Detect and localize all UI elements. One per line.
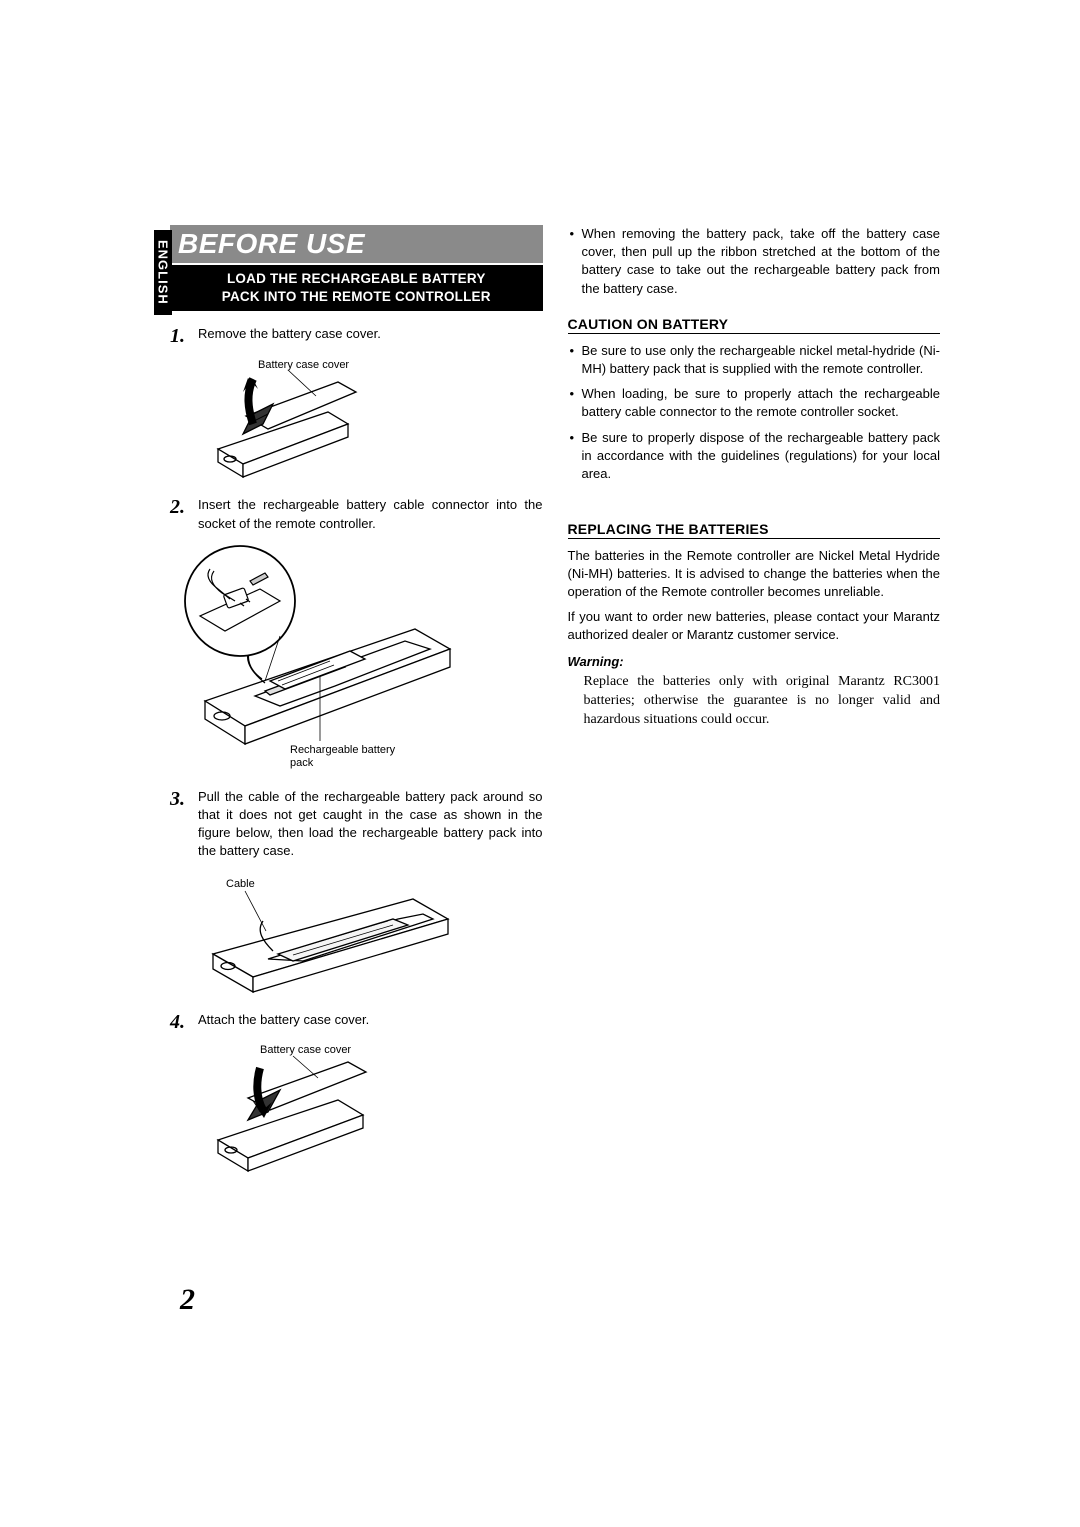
step-2: 2. Insert the rechargeable battery cable… — [170, 496, 543, 532]
figure-1: Battery case cover — [198, 354, 543, 484]
page-number: 2 — [180, 1283, 195, 1317]
language-tab: ENGLISH — [154, 230, 172, 315]
fig4-label: Battery case cover — [260, 1044, 351, 1056]
step-1: 1. Remove the battery case cover. — [170, 325, 543, 346]
step-text: Pull the cable of the rechargeable batte… — [198, 788, 543, 861]
fig3-label: Cable — [226, 878, 255, 890]
figure-3: Cable — [198, 869, 543, 999]
step-text: Insert the rechargeable battery cable co… — [198, 496, 543, 532]
subtitle-line2: PACK INTO THE REMOTE CONTROLLER — [222, 289, 491, 304]
list-item: Be sure to use only the rechargeable nic… — [568, 342, 941, 378]
caution-heading: CAUTION ON BATTERY — [568, 316, 941, 334]
right-column: When removing the battery pack, take off… — [568, 225, 941, 1192]
top-note-list: When removing the battery pack, take off… — [568, 225, 941, 298]
fig1-label: Battery case cover — [258, 359, 349, 371]
step-3: 3. Pull the cable of the rechargeable ba… — [170, 788, 543, 861]
subtitle-line1: LOAD THE RECHARGEABLE BATTERY — [227, 271, 486, 286]
step-text: Remove the battery case cover. — [198, 325, 543, 343]
warning-heading: Warning: — [568, 654, 941, 669]
replace-para-1: The batteries in the Remote controller a… — [568, 547, 941, 602]
list-item: Be sure to properly dispose of the recha… — [568, 429, 941, 484]
step-number: 1. — [170, 325, 198, 346]
replacing-heading: REPLACING THE BATTERIES — [568, 521, 941, 539]
step-number: 4. — [170, 1011, 198, 1032]
list-item: When removing the battery pack, take off… — [568, 225, 941, 298]
list-item: When loading, be sure to properly attach… — [568, 385, 941, 421]
step-number: 3. — [170, 788, 198, 809]
figure-4: Battery case cover — [198, 1040, 543, 1180]
step-4: 4. Attach the battery case cover. — [170, 1011, 543, 1032]
left-column: BEFORE USE LOAD THE RECHARGEABLE BATTERY… — [170, 225, 543, 1192]
two-column-layout: BEFORE USE LOAD THE RECHARGEABLE BATTERY… — [170, 225, 940, 1192]
figure-2: Rechargeable battery pack — [170, 541, 543, 776]
manual-page: ENGLISH BEFORE USE LOAD THE RECHARGEABLE… — [0, 0, 1080, 1527]
replace-para-2: If you want to order new batteries, plea… — [568, 608, 941, 644]
section-subtitle: LOAD THE RECHARGEABLE BATTERY PACK INTO … — [170, 265, 543, 311]
section-title: BEFORE USE — [178, 228, 365, 259]
step-number: 2. — [170, 496, 198, 517]
step-text: Attach the battery case cover. — [198, 1011, 543, 1029]
caution-list: Be sure to use only the rechargeable nic… — [568, 342, 941, 483]
section-title-block: BEFORE USE — [170, 225, 543, 263]
fig2-label-a: Rechargeable battery — [290, 744, 396, 756]
warning-body: Replace the batteries only with original… — [568, 673, 941, 730]
fig2-label-b: pack — [290, 757, 314, 769]
